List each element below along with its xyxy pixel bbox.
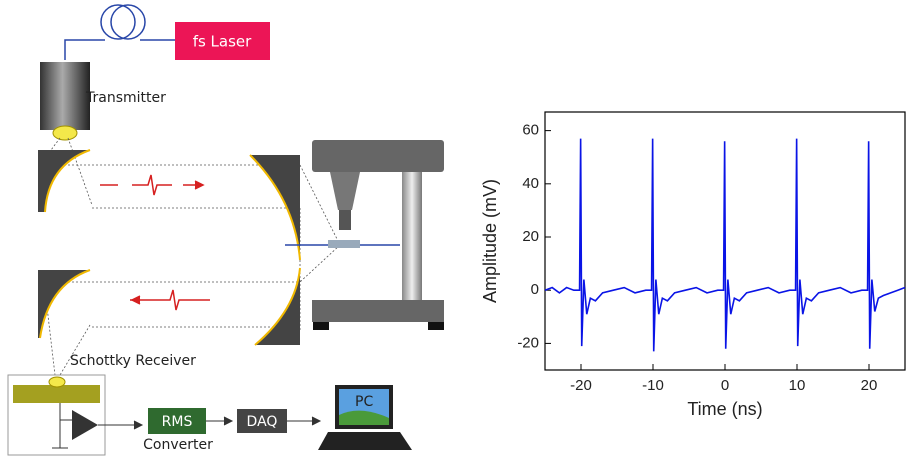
signal-line [544,138,906,352]
y-tick-label: 20 [522,228,539,245]
laser-label: fs Laser [193,33,252,51]
y-axis-label: Amplitude (mV) [480,179,500,303]
converter-label: Converter [143,437,213,453]
x-tick-label: 10 [789,377,806,394]
transmitter-label: Transmitter [85,90,166,106]
x-tick-label: -20 [570,377,592,394]
rms-label: RMS [162,414,193,430]
diagram: fs Laser Transmitter Schottky Receiver R… [7,4,444,456]
x-axis-label: Time (ns) [687,399,762,419]
x-tick-label: -10 [642,377,664,394]
transmitter [40,62,90,130]
x-tick-label: 20 [861,377,878,394]
y-tick-label: 40 [522,175,539,192]
y-tick-label: -20 [517,334,539,351]
x-tick-label: 0 [721,377,729,394]
pc-label: PC [355,394,373,410]
receiver-label: Schottky Receiver [70,353,196,369]
y-tick-label: 0 [531,281,539,298]
chart: -20 -10 0 10 20 -20 0 20 40 60 Time (ns) Amplitude … [480,111,906,419]
laser-box [175,22,270,60]
y-tick-label: 60 [522,122,539,139]
daq-label: DAQ [247,414,278,430]
